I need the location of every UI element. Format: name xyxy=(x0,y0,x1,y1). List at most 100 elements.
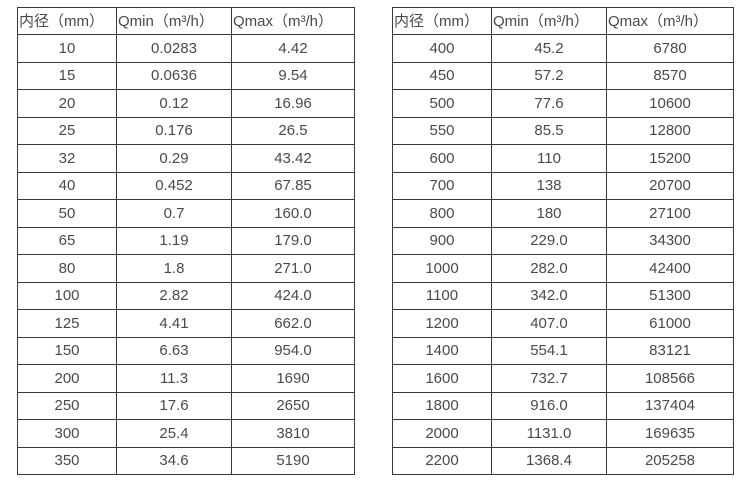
cell: 424.0 xyxy=(231,281,355,310)
header-row: 内径（mm） Qmin（m³/h） Qmax（m³/h） xyxy=(392,7,734,35)
table-row: 450 57.2 8570 xyxy=(392,61,734,90)
cell: 108566 xyxy=(606,364,734,393)
cell: 51300 xyxy=(606,281,734,310)
cell: 4.41 xyxy=(116,309,232,338)
cell: 137404 xyxy=(606,391,734,420)
cell: 1100 xyxy=(392,281,492,310)
cell: 1800 xyxy=(392,391,492,420)
cell: 1690 xyxy=(231,364,355,393)
cell: 26.5 xyxy=(231,116,355,145)
cell: 138 xyxy=(491,171,607,200)
cell: 32 xyxy=(17,144,117,173)
cell: 6.63 xyxy=(116,336,232,365)
table-row: 1600 732.7 108566 xyxy=(392,364,734,393)
cell: 50 xyxy=(17,199,117,228)
cell: 8570 xyxy=(606,61,734,90)
cell: 10600 xyxy=(606,89,734,118)
cell: 169635 xyxy=(606,419,734,448)
table-row: 550 85.5 12800 xyxy=(392,116,734,145)
cell: 3810 xyxy=(231,419,355,448)
cell: 282.0 xyxy=(491,254,607,283)
cell: 1000 xyxy=(392,254,492,283)
cell: 0.0283 xyxy=(116,34,232,63)
cell: 61000 xyxy=(606,309,734,338)
cell: 77.6 xyxy=(491,89,607,118)
table-row: 32 0.29 43.42 xyxy=(17,144,355,173)
cell: 800 xyxy=(392,199,492,228)
table-row: 1000 282.0 42400 xyxy=(392,254,734,283)
spec-table-small-diameters: 内径（mm） Qmin（m³/h） Qmax（m³/h） 10 0.0283 4.42 15… xyxy=(17,7,355,475)
table-row: 20 0.12 16.96 xyxy=(17,89,355,118)
cell: 0.7 xyxy=(116,199,232,228)
table-row: 200 11.3 1690 xyxy=(17,364,355,393)
table-row: 1100 342.0 51300 xyxy=(392,281,734,310)
cell: 85.5 xyxy=(491,116,607,145)
spec-table-large-diameters: 内径（mm） Qmin（m³/h） Qmax（m³/h） 400 45.2 6780 450… xyxy=(392,7,734,475)
cell: 500 xyxy=(392,89,492,118)
header-diameter: 内径（mm） xyxy=(392,7,492,35)
cell: 1600 xyxy=(392,364,492,393)
cell: 205258 xyxy=(606,446,734,475)
table-row: 350 34.6 5190 xyxy=(17,446,355,475)
cell: 250 xyxy=(17,391,117,420)
cell: 42400 xyxy=(606,254,734,283)
table-row: 800 180 27100 xyxy=(392,199,734,228)
cell: 600 xyxy=(392,144,492,173)
cell: 954.0 xyxy=(231,336,355,365)
cell: 732.7 xyxy=(491,364,607,393)
table-row: 1800 916.0 137404 xyxy=(392,391,734,420)
table-row: 1400 554.1 83121 xyxy=(392,336,734,365)
table-row: 50 0.7 160.0 xyxy=(17,199,355,228)
cell: 271.0 xyxy=(231,254,355,283)
cell: 1368.4 xyxy=(491,446,607,475)
table-row: 2000 1131.0 169635 xyxy=(392,419,734,448)
cell: 20 xyxy=(17,89,117,118)
cell: 342.0 xyxy=(491,281,607,310)
cell: 407.0 xyxy=(491,309,607,338)
cell: 16.96 xyxy=(231,89,355,118)
cell: 1.8 xyxy=(116,254,232,283)
cell: 27100 xyxy=(606,199,734,228)
table-row: 2200 1368.4 205258 xyxy=(392,446,734,475)
cell: 900 xyxy=(392,226,492,255)
cell: 11.3 xyxy=(116,364,232,393)
table-row: 80 1.8 271.0 xyxy=(17,254,355,283)
cell: 0.29 xyxy=(116,144,232,173)
cell: 67.85 xyxy=(231,171,355,200)
header-qmin: Qmin（m³/h） xyxy=(491,7,607,35)
cell: 6780 xyxy=(606,34,734,63)
cell: 0.12 xyxy=(116,89,232,118)
table-row: 250 17.6 2650 xyxy=(17,391,355,420)
header-qmax: Qmax（m³/h） xyxy=(606,7,734,35)
cell: 180 xyxy=(491,199,607,228)
cell: 5190 xyxy=(231,446,355,475)
cell: 15200 xyxy=(606,144,734,173)
cell: 100 xyxy=(17,281,117,310)
cell: 45.2 xyxy=(491,34,607,63)
table-row: 700 138 20700 xyxy=(392,171,734,200)
header-qmin: Qmin（m³/h） xyxy=(116,7,232,35)
table-row: 600 110 15200 xyxy=(392,144,734,173)
cell: 2000 xyxy=(392,419,492,448)
header-qmax: Qmax（m³/h） xyxy=(231,7,355,35)
cell: 160.0 xyxy=(231,199,355,228)
cell: 2650 xyxy=(231,391,355,420)
cell: 2200 xyxy=(392,446,492,475)
table-row: 25 0.176 26.5 xyxy=(17,116,355,145)
table-row: 150 6.63 954.0 xyxy=(17,336,355,365)
cell: 2.82 xyxy=(116,281,232,310)
cell: 125 xyxy=(17,309,117,338)
table-row: 15 0.0636 9.54 xyxy=(17,61,355,90)
cell: 4.42 xyxy=(231,34,355,63)
cell: 229.0 xyxy=(491,226,607,255)
cell: 34300 xyxy=(606,226,734,255)
cell: 65 xyxy=(17,226,117,255)
cell: 83121 xyxy=(606,336,734,365)
cell: 0.452 xyxy=(116,171,232,200)
cell: 15 xyxy=(17,61,117,90)
cell: 200 xyxy=(17,364,117,393)
cell: 0.0636 xyxy=(116,61,232,90)
cell: 25 xyxy=(17,116,117,145)
cell: 554.1 xyxy=(491,336,607,365)
